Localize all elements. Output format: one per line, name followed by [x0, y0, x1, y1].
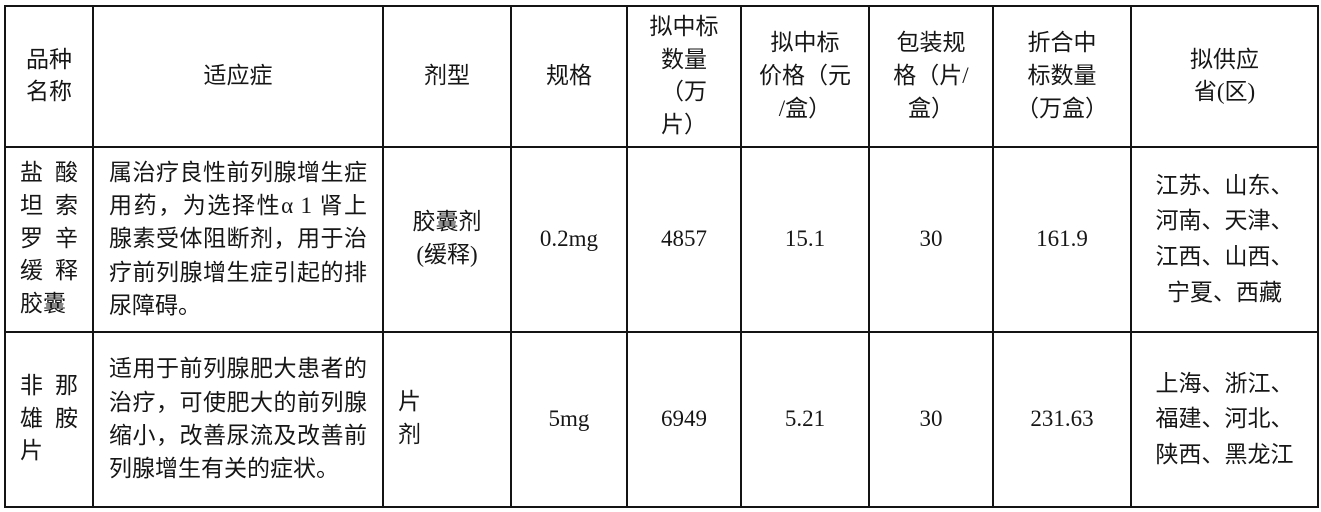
cell-proposed-bid-quantity: 6949 [626, 330, 742, 508]
cell-converted-bid-quantity: 231.63 [992, 330, 1132, 508]
cell-indication: 属治疗良性前列腺增生症用药，为选择性α 1 肾上腺素受体阻断剂，用于治疗前列腺增… [92, 145, 384, 333]
header-specification: 规格 [510, 5, 628, 148]
cell-specification: 5mg [510, 330, 628, 508]
cell-product-name: 非那雄胺片 [4, 330, 94, 508]
header-proposed-bid-quantity: 拟中标 数量 （万 片） [626, 5, 742, 148]
header-supply-provinces: 拟供应 省(区) [1130, 5, 1319, 148]
table-header-row: 品种 名称 适应症 剂型 规格 拟中标 数量 （万 片） 拟中标 价格（元 /盒… [4, 5, 1319, 148]
header-converted-bid-quantity: 折合中 标数量 （万盒） [992, 5, 1132, 148]
cell-proposed-bid-price: 15.1 [740, 145, 870, 333]
header-package-spec: 包装规 格（片/ 盒） [868, 5, 994, 148]
header-proposed-bid-price: 拟中标 价格（元 /盒） [740, 5, 870, 148]
drug-bid-table: 品种 名称 适应症 剂型 规格 拟中标 数量 （万 片） 拟中标 价格（元 /盒… [4, 5, 1319, 508]
table-row-finasteride: 非那雄胺片 适用于前列腺肥大患者的治疗，可使肥大的前列腺缩小，改善尿流及改善前列… [4, 330, 1319, 508]
header-dosage-form: 剂型 [382, 5, 512, 148]
cell-package-spec: 30 [868, 330, 994, 508]
cell-proposed-bid-quantity: 4857 [626, 145, 742, 333]
cell-package-spec: 30 [868, 145, 994, 333]
cell-specification: 0.2mg [510, 145, 628, 333]
cell-indication: 适用于前列腺肥大患者的治疗，可使肥大的前列腺缩小，改善尿流及改善前列腺增生有关的… [92, 330, 384, 508]
cell-converted-bid-quantity: 161.9 [992, 145, 1132, 333]
cell-supply-provinces: 上海、浙江、 福建、河北、 陕西、黑龙江 [1130, 330, 1319, 508]
header-product-name: 品种 名称 [4, 5, 94, 148]
cell-dosage-form: 胶囊剂 (缓释) [382, 145, 512, 333]
cell-proposed-bid-price: 5.21 [740, 330, 870, 508]
table-row-tamsulosin: 盐酸坦索罗辛缓释胶囊 属治疗良性前列腺增生症用药，为选择性α 1 肾上腺素受体阻… [4, 145, 1319, 333]
cell-product-name: 盐酸坦索罗辛缓释胶囊 [4, 145, 94, 333]
header-indication: 适应症 [92, 5, 384, 148]
cell-dosage-form: 片 剂 [382, 330, 512, 508]
cell-supply-provinces: 江苏、山东、 河南、天津、 江西、山西、 宁夏、西藏 [1130, 145, 1319, 333]
